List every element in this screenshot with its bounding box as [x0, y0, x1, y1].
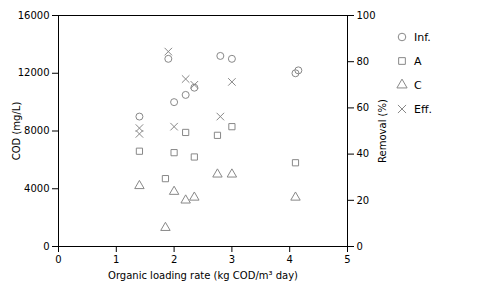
svg-text:8000: 8000: [24, 125, 49, 136]
svg-text:20: 20: [357, 195, 370, 206]
html-text:Eff.: Eff.: [414, 102, 432, 116]
html-text:Inf.: Inf.: [414, 30, 431, 44]
svg-text:40: 40: [357, 148, 370, 159]
svg-text:100: 100: [357, 10, 376, 21]
html-text:C: C: [414, 78, 422, 92]
svg-text:4: 4: [287, 254, 293, 265]
svg-text:60: 60: [357, 102, 370, 113]
svg-text:5: 5: [344, 254, 350, 265]
svg-text:0: 0: [357, 241, 363, 252]
svg-text:0: 0: [43, 241, 49, 252]
svg-text:Removal (%): Removal (%): [377, 99, 388, 163]
svg-text:0: 0: [55, 254, 61, 265]
svg-text:Organic loading rate (kg COD/m: Organic loading rate (kg COD/m³ day): [108, 270, 298, 281]
svg-text:1: 1: [113, 254, 119, 265]
svg-text:COD (mg/L): COD (mg/L): [11, 102, 22, 161]
html-text:A: A: [414, 54, 422, 68]
svg-text:12000: 12000: [18, 67, 50, 78]
svg-text:3: 3: [229, 254, 235, 265]
svg-text:16000: 16000: [18, 10, 50, 21]
svg-text:2: 2: [171, 254, 177, 265]
svg-text:80: 80: [357, 56, 370, 67]
svg-text:4000: 4000: [24, 183, 49, 194]
